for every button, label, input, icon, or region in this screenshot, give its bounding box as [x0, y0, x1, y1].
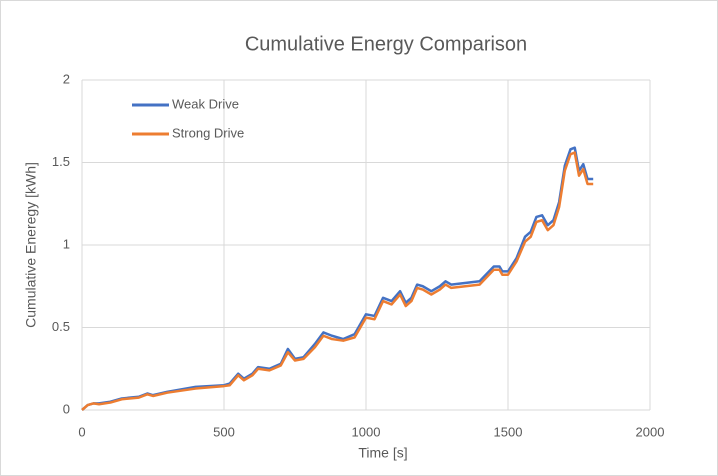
x-axis-label: Time [s]	[358, 445, 407, 461]
x-tick-label: 1000	[352, 424, 381, 439]
y-tick-label: 1.5	[52, 154, 70, 169]
y-tick-label: 0	[63, 401, 70, 416]
x-tick-label: 1500	[494, 424, 523, 439]
y-axis-label: Cumulative Eneregy [kWh]	[23, 162, 39, 328]
y-tick-label: 0.5	[52, 319, 70, 334]
legend-label: Weak Drive	[172, 96, 239, 111]
series-line	[81, 151, 594, 411]
x-tick-label: 0	[78, 424, 85, 439]
x-tick-label: 2000	[636, 424, 665, 439]
legend-label: Strong Drive	[172, 125, 244, 140]
x-tick-label: 500	[213, 424, 235, 439]
series-line	[81, 146, 594, 411]
y-tick-label: 1	[63, 236, 70, 251]
chart-title: Cumulative Energy Comparison	[245, 33, 527, 55]
y-tick-label: 2	[63, 71, 70, 86]
